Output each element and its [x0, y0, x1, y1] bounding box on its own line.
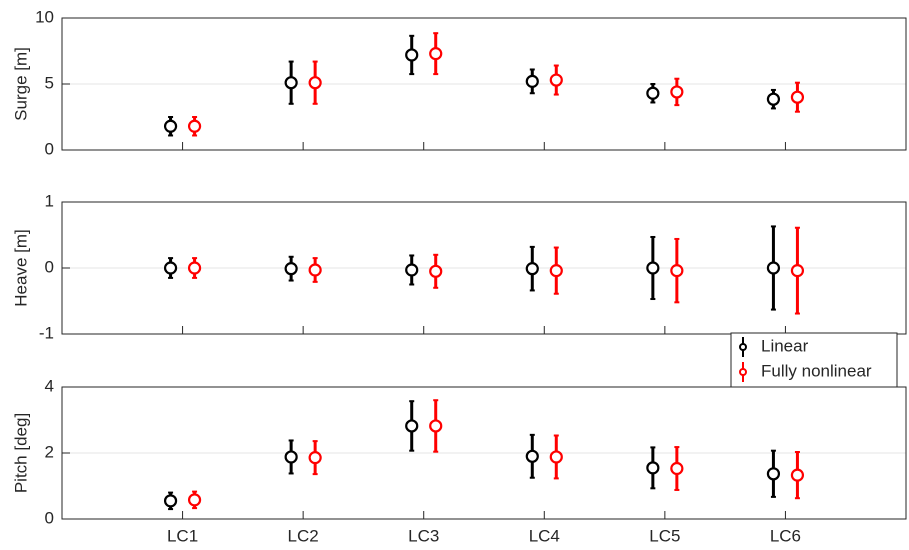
marker	[429, 264, 443, 278]
marker	[405, 48, 419, 62]
axes-frame	[61, 201, 907, 335]
marker	[549, 264, 563, 278]
x-tick-label: LC5	[649, 526, 680, 545]
axes-frame	[61, 17, 907, 151]
marker	[163, 119, 178, 133]
legend-marker	[739, 368, 747, 376]
marker	[163, 494, 178, 508]
marker	[766, 261, 781, 275]
x-tick-label: LC1	[167, 526, 198, 545]
marker	[308, 76, 322, 90]
marker	[766, 467, 781, 481]
marker	[163, 261, 178, 275]
marker	[790, 264, 805, 278]
legend-box	[730, 332, 898, 388]
marker	[405, 263, 419, 277]
marker	[646, 261, 660, 275]
y-axis-label: Pitch [deg]	[11, 413, 30, 493]
y-tick-label: 1	[45, 191, 54, 210]
x-tick-label: LC2	[288, 526, 319, 545]
marker	[284, 76, 298, 90]
marker	[308, 263, 322, 277]
y-tick-label: -1	[39, 323, 54, 342]
marker	[790, 468, 805, 482]
y-axis-label: Surge [m]	[11, 47, 30, 121]
marker	[549, 450, 563, 464]
marker	[187, 493, 202, 507]
marker	[549, 73, 563, 87]
y-tick-label: 5	[45, 73, 54, 92]
y-axis-label: Heave [m]	[11, 229, 30, 306]
x-tick-label: LC3	[408, 526, 439, 545]
marker	[525, 74, 539, 88]
marker	[429, 419, 443, 433]
marker	[308, 451, 322, 465]
marker	[646, 461, 660, 475]
y-tick-label: 0	[45, 257, 54, 276]
marker	[525, 262, 539, 276]
y-tick-label: 0	[45, 508, 54, 527]
axes-frame	[61, 386, 907, 520]
marker	[429, 47, 443, 61]
x-tick-label: LC6	[770, 526, 801, 545]
y-tick-label: 0	[45, 139, 54, 158]
legend-label: Linear	[761, 336, 809, 355]
marker	[284, 262, 298, 276]
marker	[525, 449, 539, 463]
marker	[187, 119, 202, 133]
y-tick-label: 4	[45, 376, 54, 395]
x-tick-label: LC4	[529, 526, 560, 545]
y-tick-label: 10	[35, 7, 54, 26]
marker	[405, 419, 419, 433]
y-tick-label: 2	[45, 442, 54, 461]
marker	[670, 461, 684, 476]
marker	[670, 264, 684, 278]
legend-label: Fully nonlinear	[761, 361, 872, 380]
marker	[670, 85, 684, 99]
marker	[284, 450, 298, 464]
marker	[766, 92, 781, 106]
marker	[790, 90, 805, 104]
legend-marker	[739, 343, 747, 351]
marker	[646, 86, 660, 100]
marker	[187, 261, 202, 275]
